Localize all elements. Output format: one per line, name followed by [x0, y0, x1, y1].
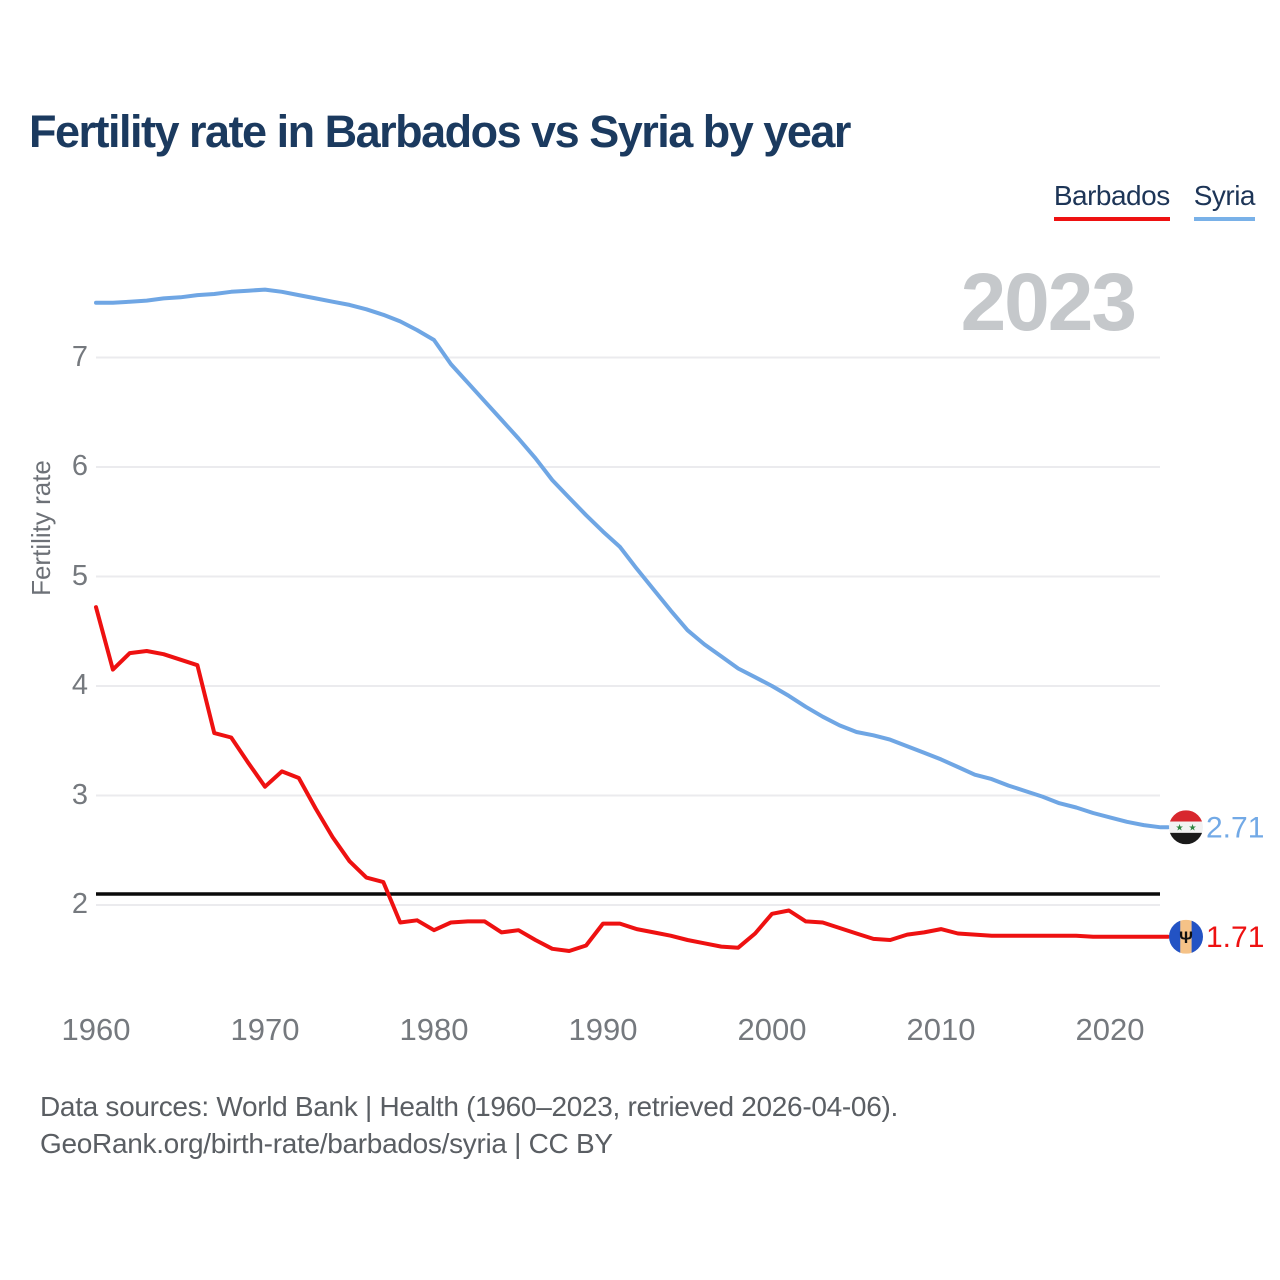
barbados-line — [94, 605, 1170, 953]
syria-end-value: 2.71 — [1206, 811, 1264, 844]
barbados-end-value: 1.71 — [1206, 921, 1264, 954]
syria-star: ★ — [1175, 822, 1183, 832]
syria-star: ★ — [1188, 822, 1196, 832]
legend-item-barbados[interactable]: Barbados — [1053, 180, 1170, 221]
x-tick-label: 1980 — [399, 1012, 469, 1047]
y-tick-label: 3 — [71, 778, 88, 811]
y-tick-label: 4 — [71, 669, 88, 701]
y-tick-label: 2 — [71, 888, 88, 920]
y-tick-label: 6 — [71, 450, 88, 482]
barbados-flag-icon: Ψ — [1169, 919, 1203, 954]
x-tick-label: 1990 — [568, 1012, 638, 1047]
footer-sources: Data sources: World Bank | Health (1960–… — [40, 1091, 898, 1122]
x-tick-label: 2010 — [906, 1012, 976, 1047]
legend: Barbados Syria — [1053, 180, 1256, 221]
y-tick-label: 5 — [71, 559, 88, 592]
y-axis-title: Fertility rate — [26, 460, 56, 596]
x-tick-label: 2000 — [737, 1012, 807, 1047]
footer: Data sources: World Bank | Health (1960–… — [40, 1089, 898, 1163]
barbados-trident: Ψ — [1179, 928, 1193, 947]
x-tick-label: 1960 — [61, 1012, 131, 1047]
footer-link[interactable]: GeoRank.org/birth-rate/barbados/syria | … — [40, 1127, 613, 1159]
syria-line — [94, 287, 1170, 830]
page-title: Fertility rate in Barbados vs Syria by y… — [29, 106, 851, 157]
x-tick-label: 2020 — [1075, 1012, 1145, 1047]
legend-item-syria[interactable]: Syria — [1193, 180, 1256, 221]
y-tick-label: 7 — [71, 340, 88, 373]
watermark-year: 2023 — [960, 257, 1137, 348]
x-tick-label: 1970 — [230, 1012, 300, 1047]
syria-flag-icon: ★ ★ — [1169, 810, 1203, 845]
